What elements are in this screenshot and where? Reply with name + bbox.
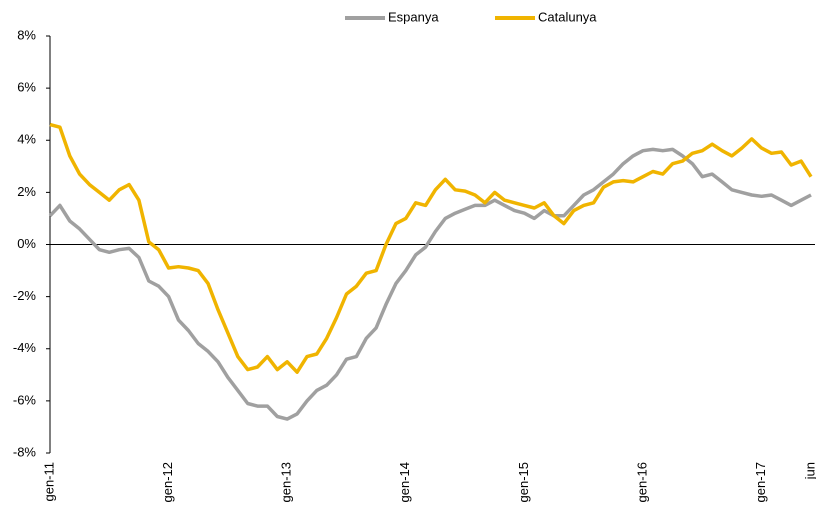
y-tick-label: -4% (13, 340, 37, 355)
x-tick-label: gen-12 (160, 462, 175, 502)
x-tick-label: gen-14 (397, 462, 412, 502)
y-tick-label: 8% (17, 27, 36, 42)
y-tick-label: -8% (13, 444, 37, 459)
x-tick-label: jun (802, 462, 816, 480)
x-tick-label: gen-13 (279, 462, 294, 502)
x-tick-label: gen-17 (753, 462, 768, 502)
y-tick-label: 0% (17, 236, 36, 251)
y-tick-label: 6% (17, 80, 36, 95)
x-tick-label: gen-16 (634, 462, 649, 502)
legend-label: Catalunya (538, 9, 597, 24)
y-tick-label: -6% (13, 392, 37, 407)
y-tick-label: 4% (17, 132, 36, 147)
series-line (49, 122, 813, 374)
x-tick-label: gen-15 (516, 462, 531, 502)
x-tick-label: gen-11 (41, 462, 56, 502)
y-tick-label: 2% (17, 184, 36, 199)
series-line (48, 147, 812, 421)
legend-label: Espanya (388, 9, 439, 24)
y-tick-label: -2% (13, 288, 37, 303)
